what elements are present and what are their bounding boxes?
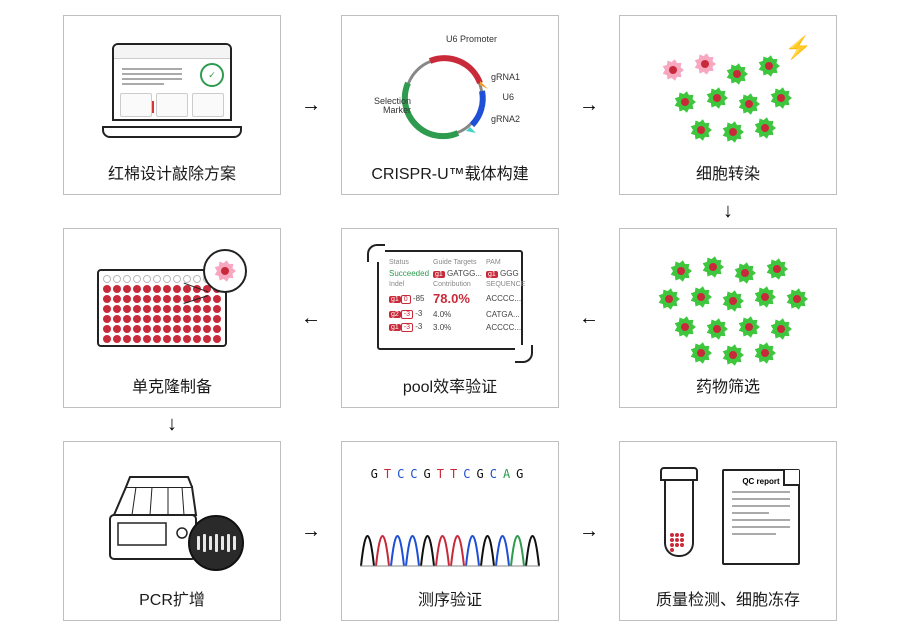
gel-image-icon [188,515,244,571]
step-5: StatusGuide TargetsPAMSucceededg1 GATGG.… [341,228,559,408]
step-8-label: 测序验证 [418,591,482,612]
cell-icon [752,284,778,310]
cell-icon [692,51,718,77]
arrow-down-icon: ↓ [619,195,837,228]
step-5-label: pool效率验证 [403,378,497,399]
arrow-right-icon: → [281,441,341,621]
cell-icon [700,254,726,280]
arrow-right-icon: → [559,441,619,621]
well-plate-illustration [97,249,247,359]
cell-icon [720,288,746,314]
arrow-right-icon: → [281,15,341,195]
step-3-label: 细胞转染 [696,165,760,186]
step-7-label: PCR扩增 [139,591,205,612]
cell-icon [704,316,730,342]
cell-icon [768,85,794,111]
plasmid-illustration: U6 Promoter gRNA1 U6 gRNA2 Selection Mar… [380,31,520,151]
cell-icon [656,286,682,312]
cell-icon [672,89,698,115]
qc-illustration: QC report [638,457,818,577]
arrow-right-icon: → [559,15,619,195]
cell-icon [732,260,758,286]
cell-icon [720,119,746,145]
cell-icon [752,340,778,366]
step-7: PCR扩增 [63,441,281,621]
cryo-tube-icon [660,467,698,567]
report-scroll-illustration: StatusGuide TargetsPAMSucceededg1 GATGG.… [365,246,535,361]
cell-icon [688,117,714,143]
qc-report-icon: QC report [722,469,800,565]
step-1-label: 红棉设计敲除方案 [108,165,236,186]
workflow-grid: ✓ 红棉设计敲除方案 → U6 Pro [63,15,837,621]
cell-icon [688,284,714,310]
step-1: ✓ 红棉设计敲除方案 [63,15,281,195]
cell-icon [768,316,794,342]
cell-icon [736,91,762,117]
step-8: GTCCGTTCGCAG 测序验证 [341,441,559,621]
cell-icon [724,61,750,87]
cell-icon [720,342,746,368]
step-9: QC report 质量检测、细胞冻存 [619,441,837,621]
cell-icon [784,286,810,312]
score-badge-icon: ✓ [200,63,224,87]
pcr-machine-illustration [92,457,252,577]
lightning-bolt-icon: ⚡ [785,35,812,61]
step-6: 药物筛选 [619,228,837,408]
cell-cluster-illustration [638,244,818,364]
cell-icon [764,256,790,282]
plasmid-label-u6p: U6 Promoter [446,35,497,44]
zoom-circle-icon [203,249,247,293]
step-3: ⚡ 细胞转染 [619,15,837,195]
step-6-label: 药物筛选 [696,378,760,399]
cell-icon [672,314,698,340]
step-4-label: 单克隆制备 [132,378,212,399]
cell-icon [668,258,694,284]
cell-icon [736,314,762,340]
plasmid-label-grna1: gRNA1 [491,73,520,82]
cell-icon [756,53,782,79]
plasmid-label-marker: Selection Marker [374,97,411,115]
cell-icon [752,115,778,141]
cell-icon [704,85,730,111]
laptop-illustration: ✓ [102,43,242,138]
chromatogram-illustration: GTCCGTTCGCAG [360,459,540,574]
step-2-label: CRISPR-U™载体构建 [371,165,528,186]
plasmid-label-u6: U6 [502,93,514,102]
arrow-left-icon: ← [559,228,619,408]
arrow-down-icon: ↓ [63,408,281,441]
step-4: 单克隆制备 [63,228,281,408]
sequence-letters: GTCCGTTCGCAG [360,467,540,481]
step-2: U6 Promoter gRNA1 U6 gRNA2 Selection Mar… [341,15,559,195]
efficiency-table: StatusGuide TargetsPAMSucceededg1 GATGG.… [385,256,529,335]
cell-icon [688,340,714,366]
cell-cluster-illustration: ⚡ [638,31,818,151]
cell-icon [660,57,686,83]
arrow-left-icon: ← [281,228,341,408]
step-9-label: 质量检测、细胞冻存 [656,591,800,612]
plasmid-label-grna2: gRNA2 [491,115,520,124]
